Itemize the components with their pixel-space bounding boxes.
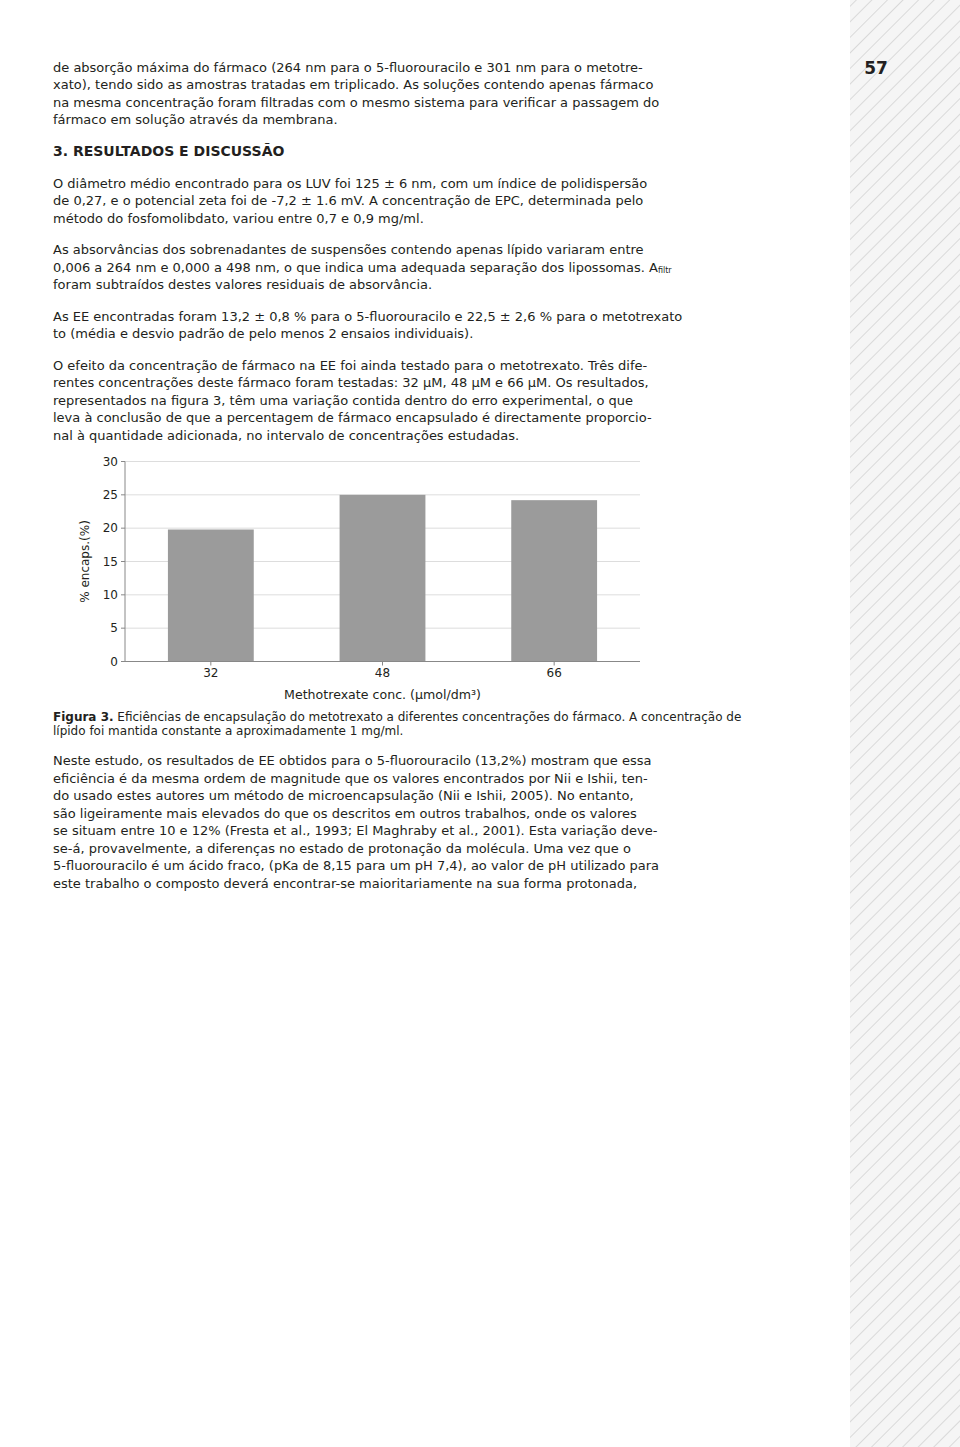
bar: [511, 500, 597, 661]
x-tick: [382, 662, 383, 666]
x-tick-label: 32: [203, 666, 218, 680]
paragraph-line: na mesma concentração foram filtradas co…: [53, 95, 659, 110]
paragraph-line: nal à quantidade adicionada, no interval…: [53, 428, 519, 443]
paragraph-line: O diâmetro médio encontrado para os LUV …: [53, 176, 647, 191]
page-number: 57: [864, 58, 888, 78]
paragraph-line: 0,006 a 264 nm e 0,000 a 498 nm, o que i…: [53, 260, 672, 275]
x-axis-label: Methotrexate conc. (μmol/dm³): [284, 687, 481, 702]
paragraph-line: eficiência é da mesma ordem de magnitude…: [53, 771, 648, 786]
paragraph-line: fármaco em solução através da membrana.: [53, 112, 338, 127]
grid-line: [125, 461, 640, 462]
paragraph-line: Neste estudo, os resultados de EE obtido…: [53, 753, 651, 768]
y-tick: [121, 561, 125, 562]
caption-bold: Figura 3.: [53, 709, 114, 723]
paragraph-line: foram subtraídos destes valores residuai…: [53, 277, 432, 292]
y-tick-label: 25: [103, 488, 118, 502]
bars: [168, 495, 597, 662]
paragraph-line: xato), tendo sido as amostras tratadas e…: [53, 77, 653, 92]
page: {"page": { "page_number": "57", "para1":…: [0, 0, 960, 1447]
figure-caption-line: lípido foi mantida constante a aproximad…: [53, 724, 403, 738]
y-axis: [125, 462, 126, 662]
x-tick: [210, 662, 211, 666]
page-canvas: 57 de absorção máxima do fármaco (264 nm …: [0, 0, 960, 1447]
subscript: filtr: [658, 266, 672, 275]
bar: [168, 530, 254, 662]
y-tick-label: 30: [103, 455, 118, 469]
paragraph-line: 5-fluorouracilo é um ácido fraco, (pKa d…: [53, 858, 659, 873]
paragraph-line: são ligeiramente mais elevados do que os…: [53, 806, 637, 821]
y-tick-label: 10: [103, 588, 118, 602]
paragraph-line: O efeito da concentração de fármaco na E…: [53, 358, 647, 373]
hatch-band: [850, 0, 960, 1447]
caption-rest: Eficiências de encapsulação do metotrexa…: [114, 709, 742, 723]
paragraph-line: leva à conclusão de que a percentagem de…: [53, 410, 652, 425]
paragraph-line: representados na figura 3, têm uma varia…: [53, 393, 633, 408]
paragraph-line: to (média e desvio padrão de pelo menos …: [53, 326, 473, 341]
paragraph-line: se situam entre 10 e 12% (Fresta et al.,…: [53, 823, 658, 838]
paragraph-line: do usado estes autores um método de micr…: [53, 788, 634, 803]
paragraph-line: de absorção máxima do fármaco (264 nm pa…: [53, 60, 643, 75]
y-tick: [121, 661, 125, 662]
paragraph-line: As EE encontradas foram 13,2 ± 0,8 % par…: [53, 309, 682, 324]
paragraph-line: rentes concentrações deste fármaco foram…: [53, 375, 649, 390]
y-tick-label: 15: [103, 555, 118, 569]
y-tick-label: 5: [110, 621, 118, 635]
y-tick-label: 0: [110, 655, 118, 669]
y-tick: [121, 628, 125, 629]
y-tick-label: 20: [103, 521, 118, 535]
x-tick-label: 48: [375, 666, 390, 680]
figure-caption: Figura 3. Eficiências de encapsulação do…: [53, 709, 741, 723]
paragraph-line: de 0,27, e o potencial zeta foi de -7,2 …: [53, 193, 643, 208]
y-tick: [121, 528, 125, 529]
paragraph-line: se-á, provavelmente, a diferenças no est…: [53, 841, 631, 856]
y-axis-label: % encaps.(%): [78, 520, 92, 603]
y-tick: [121, 594, 125, 595]
chart: 0 5 10 15 20 25 30 32 48 66 % encaps.(%) Methotrexa…: [78, 455, 640, 703]
section-title: 3. RESULTADOS E DISCUSSÃO: [53, 143, 284, 159]
bar: [340, 495, 426, 662]
x-tick: [554, 662, 555, 666]
paragraph-line: este trabalho o composto deverá encontra…: [53, 876, 637, 891]
paragraph-line: método do fosfomolibdato, variou entre 0…: [53, 211, 424, 226]
paragraph-line: As absorvâncias dos sobrenadantes de sus…: [53, 242, 644, 257]
x-tick-label: 66: [547, 666, 562, 680]
y-tick: [121, 461, 125, 462]
y-tick: [121, 494, 125, 495]
